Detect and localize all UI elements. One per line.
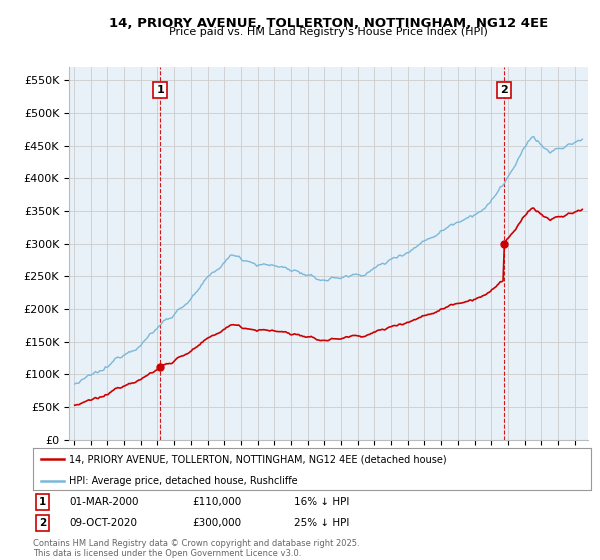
Text: 16% ↓ HPI: 16% ↓ HPI [294,497,349,507]
Text: £110,000: £110,000 [192,497,241,507]
Text: 25% ↓ HPI: 25% ↓ HPI [294,518,349,528]
Text: Price paid vs. HM Land Registry's House Price Index (HPI): Price paid vs. HM Land Registry's House … [169,27,488,37]
Text: 14, PRIORY AVENUE, TOLLERTON, NOTTINGHAM, NG12 4EE: 14, PRIORY AVENUE, TOLLERTON, NOTTINGHAM… [109,17,548,30]
Text: HPI: Average price, detached house, Rushcliffe: HPI: Average price, detached house, Rush… [69,476,298,486]
Text: 09-OCT-2020: 09-OCT-2020 [69,518,137,528]
Text: 1: 1 [39,497,46,507]
Text: 2: 2 [39,518,46,528]
Text: 01-MAR-2000: 01-MAR-2000 [69,497,139,507]
Text: £300,000: £300,000 [192,518,241,528]
Text: 1: 1 [157,85,164,95]
Text: Contains HM Land Registry data © Crown copyright and database right 2025.
This d: Contains HM Land Registry data © Crown c… [33,539,359,558]
Text: 2: 2 [500,85,508,95]
Text: 14, PRIORY AVENUE, TOLLERTON, NOTTINGHAM, NG12 4EE (detached house): 14, PRIORY AVENUE, TOLLERTON, NOTTINGHAM… [69,454,447,464]
